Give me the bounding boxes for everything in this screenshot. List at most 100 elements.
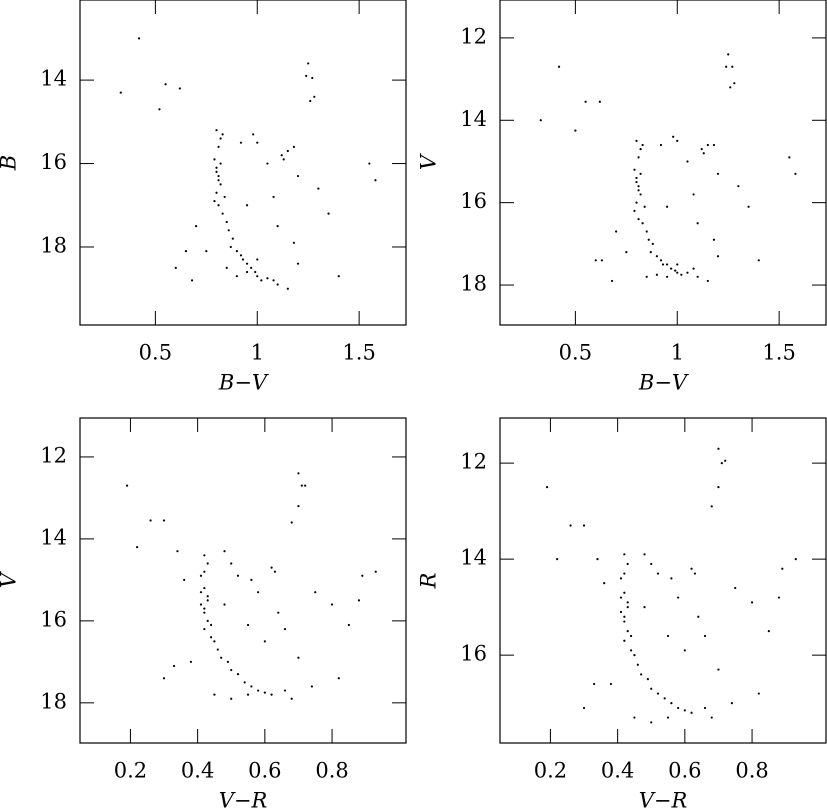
data-point	[557, 65, 561, 68]
data-point	[277, 611, 280, 614]
data-point	[777, 596, 781, 599]
data-point	[229, 245, 232, 249]
data-point	[643, 606, 646, 609]
data-point	[300, 484, 303, 487]
data-point	[309, 99, 312, 103]
data-point	[633, 716, 636, 719]
data-point	[703, 634, 707, 638]
data-point	[639, 193, 642, 196]
data-point	[230, 562, 233, 565]
data-point	[700, 148, 703, 151]
data-point	[731, 65, 734, 68]
x-axis-label: V−R	[219, 789, 268, 809]
data-point	[189, 660, 193, 663]
data-point	[623, 620, 626, 623]
data-point	[600, 259, 603, 262]
data-point	[693, 572, 697, 575]
data-point	[686, 160, 689, 163]
data-point	[633, 168, 636, 171]
x-tick-label: 0.2	[534, 759, 567, 783]
y-axis-label: V	[417, 153, 441, 170]
data-point	[690, 567, 693, 570]
data-point	[162, 677, 166, 680]
data-point	[162, 519, 166, 522]
data-point	[246, 693, 250, 696]
data-point	[297, 472, 300, 475]
data-point	[276, 225, 279, 228]
data-point	[697, 615, 700, 618]
data-point	[235, 275, 238, 278]
data-point	[696, 222, 699, 225]
data-point	[199, 603, 203, 606]
x-tick-label: 1.5	[762, 341, 795, 365]
data-point	[283, 689, 287, 692]
data-point	[263, 691, 266, 694]
data-point	[702, 152, 705, 155]
data-point	[235, 250, 238, 253]
data-point	[598, 100, 601, 103]
data-point	[720, 462, 723, 465]
data-point	[273, 570, 277, 573]
data-point	[220, 656, 223, 659]
data-point	[626, 606, 629, 609]
data-point	[219, 183, 222, 186]
data-point	[640, 673, 643, 676]
data-point	[203, 586, 206, 590]
data-point	[767, 630, 770, 633]
data-point	[750, 601, 754, 604]
data-point	[615, 230, 618, 233]
data-point	[594, 259, 597, 262]
y-tick-label: 18	[40, 233, 67, 257]
data-point	[639, 172, 642, 175]
data-point	[250, 578, 253, 581]
data-point	[260, 279, 263, 282]
data-point	[619, 577, 623, 580]
data-point	[173, 664, 176, 668]
data-point	[245, 270, 249, 274]
data-point	[216, 648, 219, 651]
x-tick-label: 0.5	[559, 341, 592, 365]
data-point	[623, 591, 626, 594]
data-point	[125, 484, 129, 487]
data-point	[645, 230, 648, 233]
data-point	[737, 185, 740, 188]
data-point	[637, 189, 640, 192]
data-point	[794, 558, 797, 561]
data-point	[368, 162, 371, 165]
data-point	[650, 562, 653, 566]
data-point	[199, 574, 203, 577]
data-point	[317, 187, 320, 190]
data-point	[655, 273, 658, 276]
data-point	[215, 166, 218, 169]
data-point	[176, 550, 179, 553]
data-point	[733, 82, 736, 85]
data-point	[692, 267, 695, 270]
data-point	[203, 611, 206, 614]
data-point	[666, 634, 670, 638]
data-point	[794, 172, 797, 175]
data-point	[239, 141, 243, 144]
data-point	[305, 74, 308, 78]
data-point	[272, 279, 275, 282]
data-point	[690, 711, 693, 714]
data-point	[574, 129, 577, 132]
data-point	[270, 693, 273, 696]
data-point	[584, 100, 587, 103]
data-point	[213, 640, 216, 643]
data-point	[203, 554, 206, 557]
data-point	[734, 586, 737, 590]
x-axis-label: V−R	[639, 789, 688, 809]
data-point	[712, 143, 716, 147]
y-axis-label: B	[0, 155, 21, 171]
data-point	[174, 266, 177, 269]
data-point	[266, 277, 269, 280]
x-tick-label: 0.6	[668, 759, 701, 783]
data-point	[195, 225, 198, 228]
data-point	[637, 156, 640, 159]
data-point	[676, 271, 679, 274]
data-point	[569, 524, 572, 527]
data-point	[254, 270, 257, 274]
data-point	[677, 596, 680, 599]
data-point	[603, 582, 606, 585]
data-point	[716, 255, 720, 258]
